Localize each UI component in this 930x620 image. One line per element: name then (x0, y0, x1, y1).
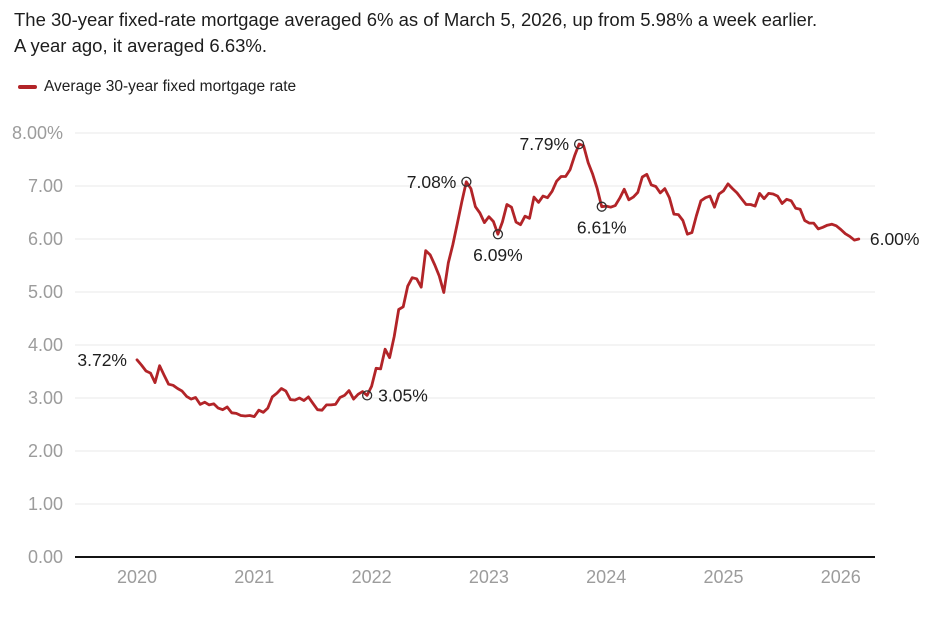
y-axis-label: 1.00 (28, 494, 63, 514)
series-line (135, 142, 861, 418)
x-axis-label: 2025 (703, 567, 743, 587)
x-axis-label: 2020 (117, 567, 157, 587)
annotation-label: 6.61% (577, 218, 627, 238)
y-axis-label: 6.00 (28, 229, 63, 249)
y-axis-label: 2.00 (28, 441, 63, 461)
x-axis-label: 2023 (469, 567, 509, 587)
legend-label: Average 30-year fixed mortgage rate (44, 78, 297, 95)
legend-line-swatch-icon (18, 85, 37, 89)
chart-title: The 30-year fixed-rate mortgage averaged… (14, 7, 926, 59)
annotation-marker (492, 229, 504, 240)
y-axis-label: 0.00 (28, 547, 63, 567)
y-axis-label: 3.00 (28, 388, 63, 408)
x-axis-label: 2024 (586, 567, 626, 587)
y-axis-label: 4.00 (28, 335, 63, 355)
annotation-marker (573, 138, 585, 150)
chart-title-line-1: The 30-year fixed-rate mortgage averaged… (14, 9, 818, 30)
annotation-label: 6.09% (473, 245, 523, 265)
x-axis-label: 2022 (352, 567, 392, 587)
y-axis-label: 7.00 (28, 176, 63, 196)
annotation-marker (596, 201, 607, 212)
y-axis-label: 5.00 (28, 282, 63, 302)
x-axis-label: 2026 (821, 567, 861, 587)
annotation-label: 3.05% (378, 385, 428, 405)
annotation-label: 7.79% (519, 134, 569, 154)
annotation-label: 3.72% (77, 350, 127, 370)
annotation-label: 6.00% (870, 229, 920, 249)
annotation-marker (461, 176, 472, 187)
annotation-marker (361, 390, 373, 401)
legend: Average 30-year fixed mortgage rate (18, 78, 296, 96)
annotation-label: 7.08% (407, 172, 457, 192)
y-axis-label: 8.00% (12, 123, 63, 143)
x-axis-label: 2021 (234, 567, 274, 587)
chart-title-line-2: A year ago, it averaged 6.63%. (14, 35, 268, 56)
